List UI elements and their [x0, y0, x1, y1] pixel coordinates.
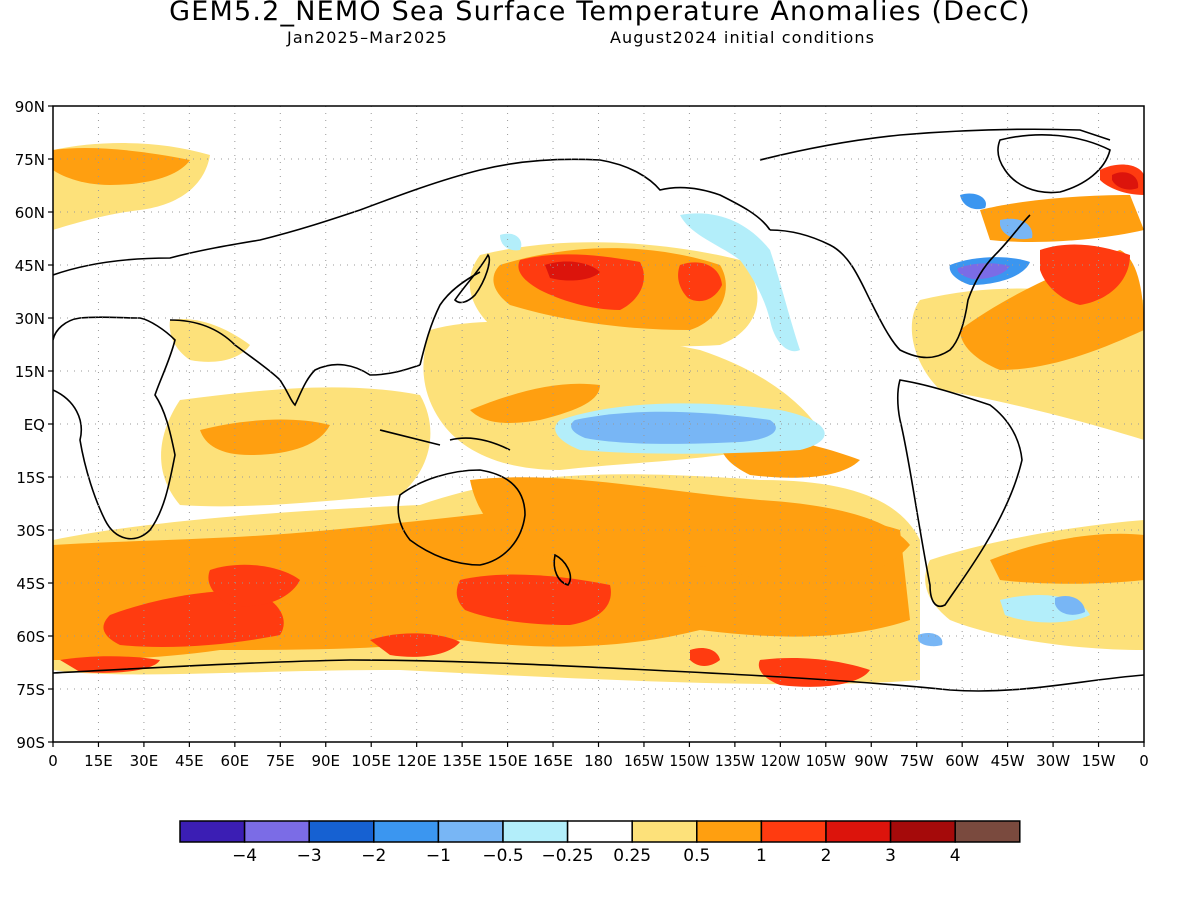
colorbar-label: 2 — [821, 846, 832, 866]
lon-tick-label: 135E — [442, 752, 482, 770]
colorbar-label: −2 — [361, 846, 386, 866]
lat-tick-label: 30S — [16, 522, 45, 540]
colorbar-swatch — [631, 820, 698, 843]
lon-tick-label: 30E — [130, 752, 159, 770]
lon-tick-label: 180 — [584, 752, 613, 770]
lat-tick-label: 15N — [15, 363, 45, 381]
anomaly-neg0p5-layer — [571, 218, 1085, 647]
colorbar-label: 0.25 — [613, 846, 651, 866]
colorbar-label: −4 — [232, 846, 257, 866]
colorbar-label: 0.5 — [683, 846, 710, 866]
lat-tick-label: EQ — [24, 416, 45, 434]
colorbar-swatch — [954, 820, 1021, 843]
lat-tick-label: 30N — [15, 310, 45, 328]
colorbar: −4 −3 −2 −1 −0.5 −0.25 0.25 0.5 1 2 3 4 — [179, 820, 1021, 866]
lon-tick-label: 105E — [351, 752, 391, 770]
colorbar-label: −0.25 — [542, 846, 594, 866]
forecast-period: Jan2025–Mar2025 — [287, 28, 448, 47]
lon-tick-label: 60W — [945, 752, 979, 770]
lon-tick-label: 165W — [624, 752, 664, 770]
lon-tick-label: 75W — [900, 752, 934, 770]
anomaly-2-layer — [545, 172, 1139, 281]
graticule — [53, 106, 1144, 742]
map-title: GEM5.2_NEMO Sea Surface Temperature Anom… — [169, 0, 1031, 27]
colorbar-swatch — [889, 820, 956, 843]
colorbar-label: −0.5 — [482, 846, 523, 866]
colorbar-swatch — [696, 820, 763, 843]
colorbar-label: 3 — [885, 846, 896, 866]
anomaly-field — [53, 143, 1144, 687]
latitude-axis: 90N 75N 60N 45N 30N 15N EQ 15S 30S 45S 60S 75S 90S — [15, 98, 53, 752]
anomaly-1-layer — [60, 164, 1144, 687]
lat-tick-label: 75S — [16, 681, 45, 699]
lon-tick-label: 120W — [760, 752, 800, 770]
lon-tick-label: 90W — [854, 752, 888, 770]
lat-tick-label: 60S — [16, 628, 45, 646]
colorbar-label: 1 — [756, 846, 767, 866]
lon-tick-label: 45E — [175, 752, 204, 770]
lat-tick-label: 90S — [16, 734, 45, 752]
colorbar-swatch — [566, 820, 633, 843]
lon-tick-label: 15W — [1082, 752, 1116, 770]
colorbar-swatch — [373, 820, 440, 843]
colorbar-swatch — [502, 820, 569, 843]
lat-tick-label: 60N — [15, 204, 45, 222]
lon-tick-label: 30W — [1036, 752, 1070, 770]
lon-tick-label: 150E — [488, 752, 528, 770]
initial-conditions: August2024 initial conditions — [610, 28, 876, 47]
lat-tick-label: 15S — [16, 469, 45, 487]
colorbar-swatch — [243, 820, 310, 843]
colorbar-swatch — [437, 820, 504, 843]
lon-tick-label: 165E — [533, 752, 573, 770]
lon-tick-label: 15E — [84, 752, 113, 770]
lon-tick-label: 45W — [991, 752, 1025, 770]
colorbar-label: 4 — [950, 846, 961, 866]
anomaly-neg2-layer — [957, 263, 1010, 280]
lon-tick-label: 150W — [669, 752, 709, 770]
lon-tick-label: 75E — [266, 752, 295, 770]
colorbar-swatch — [179, 820, 246, 843]
colorbar-label: −3 — [297, 846, 322, 866]
lon-tick-label: 120E — [397, 752, 437, 770]
lon-tick-label: 105W — [806, 752, 846, 770]
lon-tick-label: 0 — [48, 752, 58, 770]
lon-tick-label: 0 — [1139, 752, 1149, 770]
colorbar-swatch — [760, 820, 827, 843]
lat-tick-label: 75N — [15, 151, 45, 169]
colorbar-swatch — [308, 820, 375, 843]
colorbar-label: −1 — [426, 846, 451, 866]
lat-tick-label: 90N — [15, 98, 45, 116]
lat-tick-label: 45N — [15, 257, 45, 275]
colorbar-swatch — [825, 820, 892, 843]
lon-tick-label: 135W — [715, 752, 755, 770]
lat-tick-label: 45S — [16, 575, 45, 593]
lon-tick-label: 90E — [311, 752, 340, 770]
lon-tick-label: 60E — [221, 752, 250, 770]
longitude-axis: 0 15E 30E 45E 60E 75E 90E 105E 120E 135E 150E 165E 1… — [48, 742, 1149, 770]
